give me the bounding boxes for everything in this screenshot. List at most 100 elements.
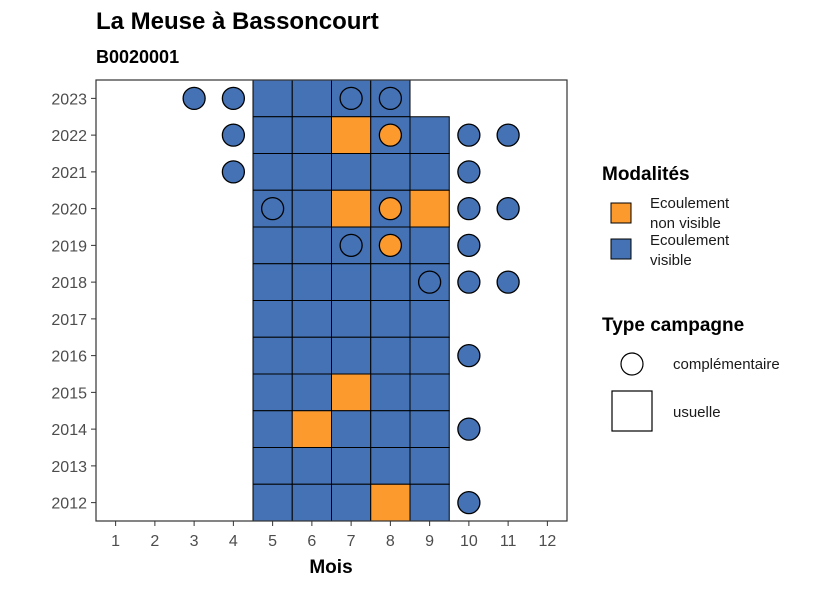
- y-tick-label-2016: 2016: [51, 349, 87, 366]
- point-2012-10: [457, 490, 481, 515]
- y-tick-label-2014: 2014: [51, 422, 87, 439]
- tile-2023-8: [370, 79, 411, 118]
- tile-2015-7: [331, 373, 372, 412]
- tile-2017-5: [252, 300, 293, 338]
- tile-2019-9: [409, 226, 450, 265]
- tile-2016-9: [409, 336, 450, 375]
- tile-2014-7: [331, 410, 372, 448]
- legend-label-visible-line2: visible: [650, 252, 692, 269]
- point-2020-5: [260, 196, 285, 221]
- x-axis: 1 2 3 4 5 6 7 8 9 10 11 12: [111, 521, 556, 550]
- y-tick-label-2022: 2022: [51, 128, 87, 145]
- tile-2014-5: [252, 410, 293, 448]
- tile-2020-7: [331, 189, 372, 228]
- legend-label-visible-line1: Ecoulement: [650, 232, 730, 249]
- point-2020-10: [457, 196, 481, 221]
- tile-2019-7: [331, 226, 372, 265]
- legend-campagne: Type campagne complémentaire usuelle: [602, 315, 780, 432]
- x-tick-label-5: 5: [268, 533, 277, 550]
- point-2022-11: [496, 123, 520, 147]
- tile-2013-8: [370, 447, 411, 485]
- x-tick-label-10: 10: [460, 533, 478, 550]
- x-axis-title: Mois: [309, 557, 352, 578]
- tile-2016-6: [291, 336, 332, 375]
- tile-2015-8: [370, 373, 411, 412]
- tile-2016-5: [252, 336, 293, 375]
- chart-title: La Meuse à Bassoncourt: [96, 8, 379, 35]
- tile-2022-9: [409, 116, 450, 154]
- tile-2018-8: [370, 263, 411, 301]
- tile-2012-9: [409, 483, 450, 522]
- legend-label-non-visible-line1: Ecoulement: [650, 195, 730, 212]
- tile-2015-5: [252, 373, 293, 412]
- x-tick-label-7: 7: [347, 533, 356, 550]
- tile-2012-8: [370, 483, 411, 522]
- legend-label-usuelle: usuelle: [673, 404, 721, 421]
- tile-2020-6: [291, 189, 332, 228]
- tile-2015-6: [291, 373, 332, 412]
- tile-2021-7: [331, 153, 372, 191]
- point-2023-4: [221, 86, 246, 111]
- chart-subtitle: B0020001: [96, 47, 179, 67]
- legend-square-icon: [611, 390, 653, 432]
- tile-2021-5: [252, 153, 293, 191]
- point-2019-8: [378, 233, 403, 258]
- y-axis: 2012 2013 2014 2015 2016 2017 2018 2019 2020 2021…: [51, 91, 96, 513]
- x-tick-label-6: 6: [307, 533, 316, 550]
- point-2022-10: [457, 123, 481, 147]
- point-2020-8: [378, 196, 403, 221]
- y-tick-label-2020: 2020: [51, 202, 87, 219]
- tile-2019-5: [252, 226, 293, 265]
- legend-modalites: Modalités Ecoulement non visible Ecoulem…: [602, 164, 730, 269]
- tile-2023-6: [291, 79, 332, 118]
- tile-2021-9: [409, 153, 450, 191]
- tile-2018-9: [409, 263, 450, 301]
- point-2019-10: [457, 233, 481, 258]
- tile-2017-9: [409, 300, 450, 338]
- tile-2012-5: [252, 483, 293, 522]
- x-tick-label-12: 12: [538, 533, 556, 550]
- y-tick-label-2013: 2013: [51, 459, 87, 476]
- point-2022-4: [221, 123, 246, 147]
- tile-2023-5: [252, 79, 293, 118]
- legend-campagne-title: Type campagne: [602, 315, 744, 336]
- point-2014-10: [457, 417, 481, 441]
- point-2023-7: [339, 86, 363, 111]
- tile-2013-9: [409, 447, 450, 485]
- tile-2016-7: [331, 336, 372, 375]
- y-tick-label-2018: 2018: [51, 275, 87, 292]
- tile-2019-6: [291, 226, 332, 265]
- tile-2022-6: [291, 116, 332, 154]
- point-2023-3: [182, 86, 206, 111]
- x-tick-label-1: 1: [111, 533, 120, 550]
- x-tick-label-2: 2: [150, 533, 159, 550]
- usuelle-tiles: [252, 79, 450, 522]
- tile-2021-8: [370, 153, 411, 191]
- point-2016-10: [457, 343, 481, 368]
- tile-2016-8: [370, 336, 411, 375]
- tile-2023-7: [331, 79, 372, 118]
- point-2021-4: [221, 160, 246, 184]
- x-tick-label-11: 11: [500, 533, 517, 550]
- tile-2017-8: [370, 300, 411, 338]
- y-tick-label-2021: 2021: [51, 165, 87, 182]
- tile-2020-9: [409, 189, 450, 228]
- legend-label-non-visible-line2: non visible: [650, 215, 721, 232]
- legend-swatch-non-visible: [610, 202, 632, 224]
- plot-panel-border: [95, 79, 568, 522]
- legend-modalites-title: Modalités: [602, 164, 690, 185]
- x-tick-label-4: 4: [229, 533, 238, 550]
- point-2023-8: [378, 86, 403, 111]
- tile-2013-6: [291, 447, 332, 485]
- tile-2017-6: [291, 300, 332, 338]
- point-2018-11: [496, 270, 520, 294]
- tile-2022-5: [252, 116, 293, 154]
- tile-2018-6: [291, 263, 332, 301]
- point-2018-10: [457, 270, 481, 294]
- tile-2012-7: [331, 483, 372, 522]
- y-tick-label-2019: 2019: [51, 238, 87, 255]
- tile-2014-9: [409, 410, 450, 448]
- complementaire-points: [182, 86, 520, 515]
- tile-2013-5: [252, 447, 293, 485]
